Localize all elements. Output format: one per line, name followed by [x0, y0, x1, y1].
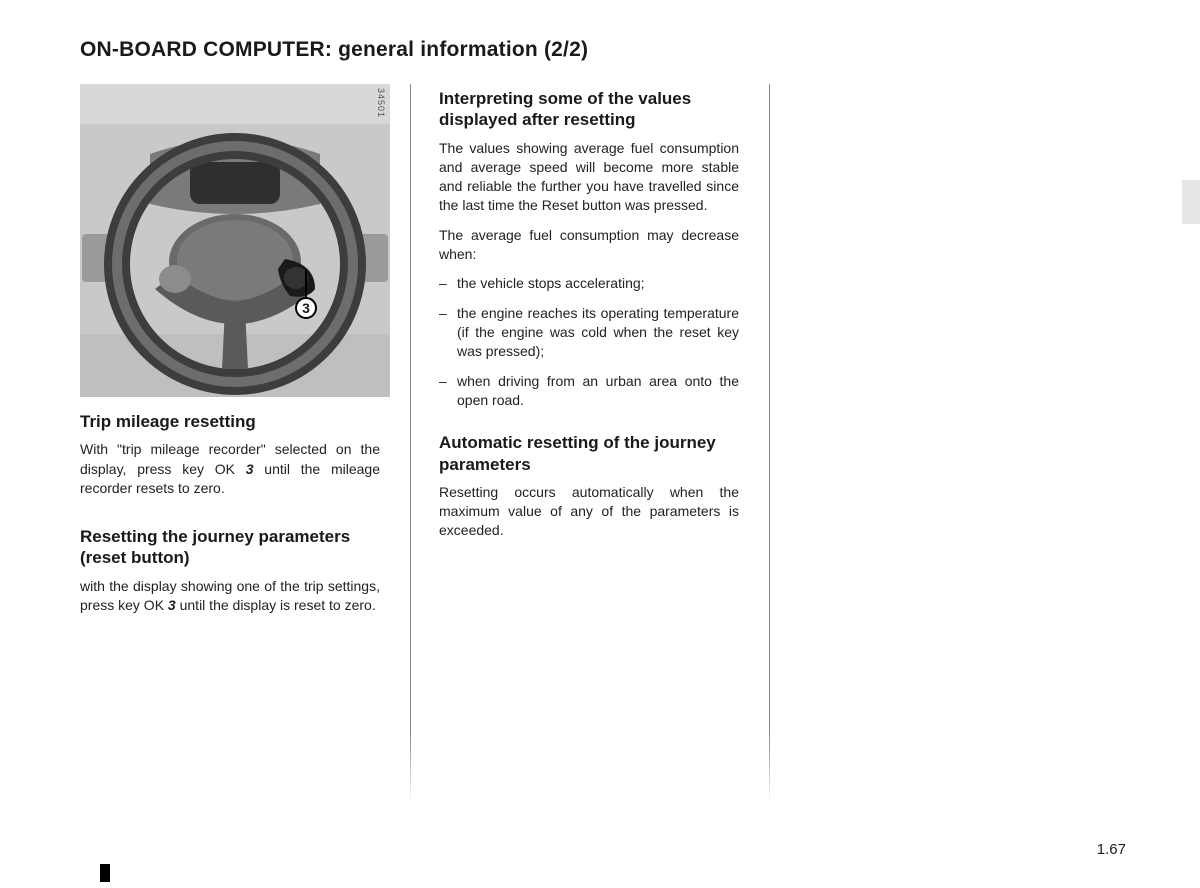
list-item: the engine reaches its operating tempera… — [439, 304, 739, 362]
content-columns: 34501 3 Trip mileage resetting With "tri… — [80, 84, 1130, 804]
heading-reset-button: Resetting the journey parameters (reset … — [80, 526, 380, 569]
bullet-list-decrease: the vehicle stops accelerating; the engi… — [439, 274, 739, 410]
para-trip-mileage: With "trip mileage recorder" selected on… — [80, 440, 380, 498]
page-number: 1.67 — [1097, 841, 1126, 858]
list-item: when driving from an urban area onto the… — [439, 372, 739, 411]
column-left: 34501 3 Trip mileage resetting With "tri… — [80, 84, 410, 804]
column-divider — [769, 84, 770, 804]
figure-code: 34501 — [376, 88, 386, 118]
steering-wheel-illustration — [80, 84, 390, 397]
page-title: ON-BOARD COMPUTER: general information (… — [80, 38, 1130, 62]
list-item: the vehicle stops accelerating; — [439, 274, 739, 293]
key-ref-3: 3 — [246, 461, 254, 477]
column-divider — [410, 84, 411, 804]
side-tab — [1182, 180, 1200, 224]
para-interpreting-1: The values showing average fuel consumpt… — [439, 139, 739, 216]
heading-auto-reset: Automatic resetting of the journey param… — [439, 432, 739, 475]
steering-wheel-figure: 34501 3 — [80, 84, 390, 397]
callout-badge-3: 3 — [295, 297, 317, 319]
para-interpreting-2: The average fuel consumption may decreas… — [439, 226, 739, 265]
page-crop-mark — [100, 864, 110, 882]
callout-number: 3 — [302, 300, 310, 316]
key-ref-3: 3 — [168, 597, 176, 613]
column-right — [798, 84, 1128, 804]
heading-trip-mileage: Trip mileage resetting — [80, 411, 380, 432]
text-segment: until the display is reset to zero. — [176, 597, 376, 613]
callout-leader-line — [305, 269, 307, 299]
manual-page: ON-BOARD COMPUTER: general information (… — [0, 0, 1200, 804]
para-auto-reset: Resetting occurs automatically when the … — [439, 483, 739, 541]
heading-interpreting: Interpreting some of the values displaye… — [439, 88, 739, 131]
para-reset-button: with the display showing one of the trip… — [80, 577, 380, 616]
column-middle: Interpreting some of the values displaye… — [439, 84, 769, 804]
